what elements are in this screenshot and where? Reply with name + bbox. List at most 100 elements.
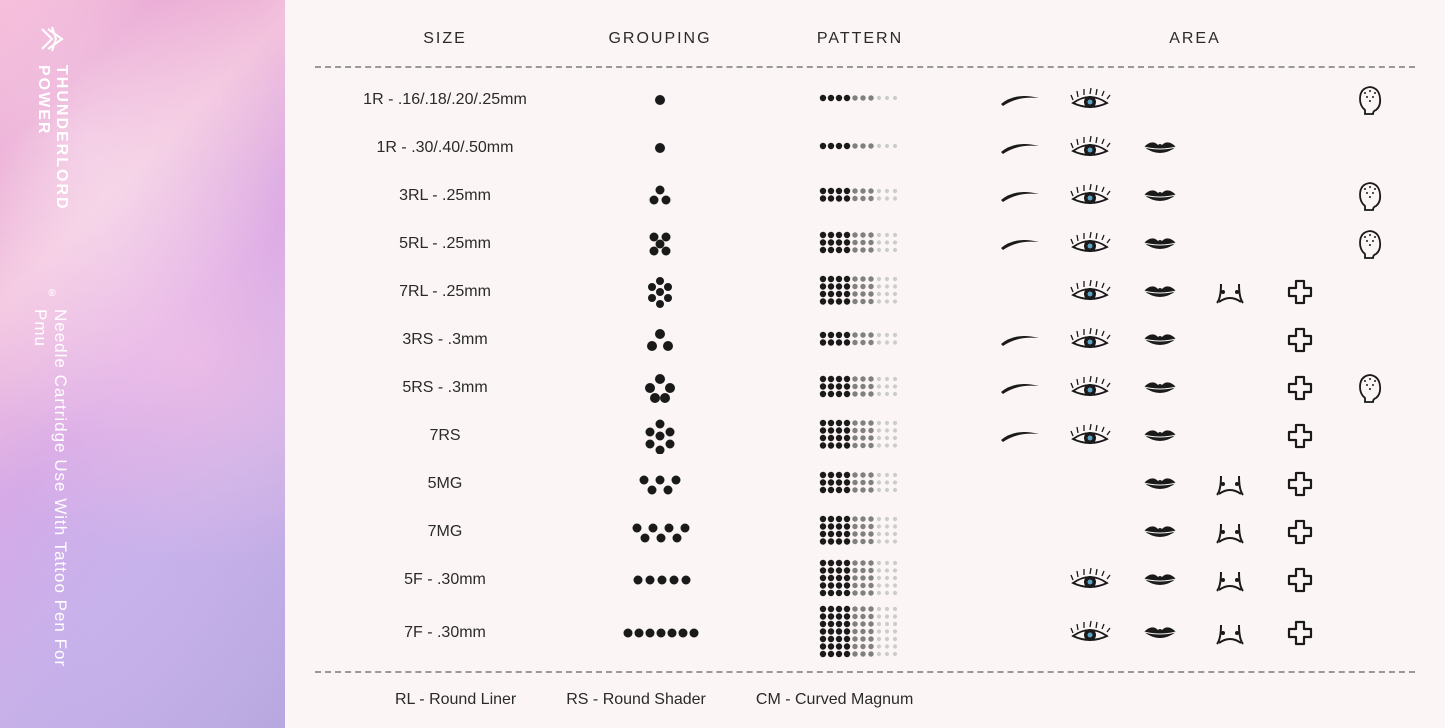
table-row: 7RL - .25mm xyxy=(315,268,1415,316)
pattern-icon xyxy=(745,514,975,550)
size-label: 7RL - .25mm xyxy=(315,283,575,301)
pattern-icon xyxy=(745,604,975,663)
medical-icon xyxy=(1270,373,1330,403)
pattern-icon xyxy=(745,374,975,403)
table-row: 5RL - .25mm xyxy=(315,220,1415,268)
area-icons xyxy=(975,517,1415,547)
grouping-icon xyxy=(575,520,745,544)
size-label: 1R - .30/.40/.50mm xyxy=(315,139,575,157)
logo-icon xyxy=(38,25,66,53)
medical-icon xyxy=(1270,469,1330,499)
lips-icon xyxy=(1130,327,1190,353)
eye-icon xyxy=(1060,277,1120,307)
rows-container: 1R - .16/.18/.20/.25mm 1R - .30/.40/.50mm… xyxy=(315,68,1415,671)
legend: RL - Round Liner RS - Round Shader CM - … xyxy=(315,671,1415,709)
area-icons xyxy=(975,565,1415,595)
area-icons xyxy=(975,84,1415,116)
eye-icon xyxy=(1060,373,1120,403)
grouping-icon xyxy=(575,626,745,640)
lips-icon xyxy=(1130,279,1190,305)
brow-icon xyxy=(990,232,1050,256)
area-icons xyxy=(975,180,1415,212)
size-label: 3RS - .3mm xyxy=(315,331,575,349)
column-headers: SIZE GROUPING PATTERN AREA xyxy=(315,30,1415,68)
legend-rs: RS - Round Shader xyxy=(566,691,706,709)
medical-icon xyxy=(1270,421,1330,451)
size-label: 3RL - .25mm xyxy=(315,187,575,205)
pattern-icon xyxy=(745,141,975,155)
size-label: 1R - .16/.18/.20/.25mm xyxy=(315,91,575,109)
lips-icon xyxy=(1130,567,1190,593)
brow-icon xyxy=(990,424,1050,448)
areola-icon xyxy=(1200,619,1260,647)
areola-icon xyxy=(1200,278,1260,306)
grouping-icon xyxy=(575,182,745,210)
size-label: 7RS xyxy=(315,427,575,445)
eye-icon xyxy=(1060,85,1120,115)
tagline: Needle Cartridge Use With Tattoo Pen For… xyxy=(30,309,70,703)
brow-icon xyxy=(990,88,1050,112)
areola-icon xyxy=(1200,566,1260,594)
pattern-icon xyxy=(745,470,975,499)
size-label: 5RS - .3mm xyxy=(315,379,575,397)
pattern-icon xyxy=(745,418,975,454)
scalp-icon xyxy=(1340,84,1400,116)
grouping-icon xyxy=(575,326,745,354)
grouping-icon xyxy=(575,372,745,404)
grouping-icon xyxy=(575,275,745,309)
table-row: 1R - .16/.18/.20/.25mm xyxy=(315,76,1415,124)
table-row: 7MG xyxy=(315,508,1415,556)
eye-icon xyxy=(1060,618,1120,648)
lips-icon xyxy=(1130,375,1190,401)
table-row: 5RS - .3mm xyxy=(315,364,1415,412)
area-icons xyxy=(975,133,1415,163)
scalp-icon xyxy=(1340,372,1400,404)
grouping-icon xyxy=(575,229,745,259)
scalp-icon xyxy=(1340,228,1400,260)
brow-icon xyxy=(990,136,1050,160)
table-row: 1R - .30/.40/.50mm xyxy=(315,124,1415,172)
size-label: 5MG xyxy=(315,475,575,493)
area-icons xyxy=(975,421,1415,451)
legend-rl: RL - Round Liner xyxy=(395,691,516,709)
header-grouping: GROUPING xyxy=(575,30,745,48)
lips-icon xyxy=(1130,135,1190,161)
brow-icon xyxy=(990,376,1050,400)
eye-icon xyxy=(1060,181,1120,211)
brow-icon xyxy=(990,184,1050,208)
eye-icon xyxy=(1060,133,1120,163)
brand-name: THUNDERLORD POWER® xyxy=(34,25,70,301)
lips-icon xyxy=(1130,519,1190,545)
scalp-icon xyxy=(1340,180,1400,212)
table-row: 5MG xyxy=(315,460,1415,508)
table-row: 3RL - .25mm xyxy=(315,172,1415,220)
medical-icon xyxy=(1270,517,1330,547)
pattern-icon xyxy=(745,558,975,602)
eye-icon xyxy=(1060,325,1120,355)
table-row: 7RS xyxy=(315,412,1415,460)
area-icons xyxy=(975,277,1415,307)
area-icons xyxy=(975,372,1415,404)
medical-icon xyxy=(1270,565,1330,595)
chart-main: SIZE GROUPING PATTERN AREA 1R - .16/.18/… xyxy=(285,0,1445,728)
table-row: 3RS - .3mm xyxy=(315,316,1415,364)
size-label: 7MG xyxy=(315,523,575,541)
grouping-icon xyxy=(575,472,745,496)
pattern-icon xyxy=(745,230,975,259)
lips-icon xyxy=(1130,231,1190,257)
pattern-icon xyxy=(745,274,975,310)
lips-icon xyxy=(1130,183,1190,209)
table-row: 7F - .30mm xyxy=(315,604,1415,663)
pattern-icon xyxy=(745,186,975,207)
area-icons xyxy=(975,469,1415,499)
medical-icon xyxy=(1270,618,1330,648)
sidebar-text: THUNDERLORD POWER® Needle Cartridge Use … xyxy=(0,0,100,728)
table-row: 5F - .30mm xyxy=(315,556,1415,604)
size-label: 5F - .30mm xyxy=(315,571,575,589)
medical-icon xyxy=(1270,277,1330,307)
area-icons xyxy=(975,325,1415,355)
header-pattern: PATTERN xyxy=(745,30,975,48)
lips-icon xyxy=(1130,471,1190,497)
areola-icon xyxy=(1200,470,1260,498)
eye-icon xyxy=(1060,229,1120,259)
